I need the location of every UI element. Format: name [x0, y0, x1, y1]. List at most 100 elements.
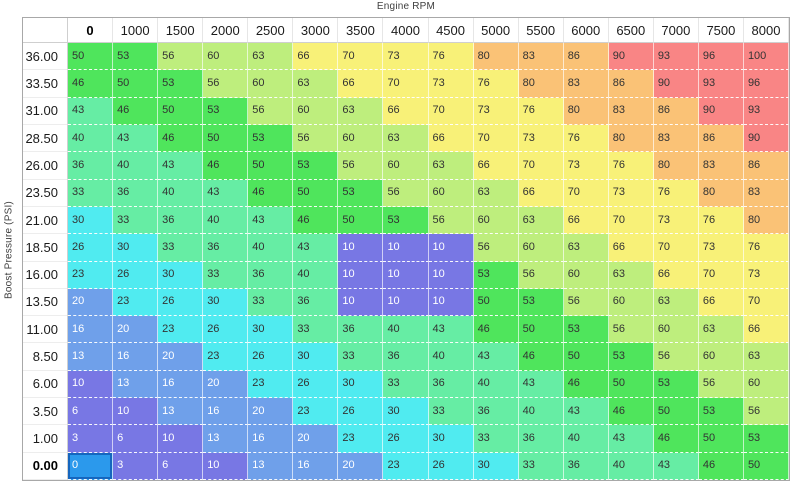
- cell-11.00-3500[interactable]: 36: [338, 316, 384, 344]
- cell-33.50-2000[interactable]: 56: [203, 70, 249, 98]
- cell-11.00-7000[interactable]: 60: [653, 316, 699, 344]
- cell-8.50-6500[interactable]: 53: [608, 343, 654, 371]
- cell-3.50-2000[interactable]: 16: [203, 398, 249, 426]
- cell-3.50-3500[interactable]: 26: [338, 398, 384, 426]
- cell-3.50-2500[interactable]: 20: [248, 398, 294, 426]
- row-header-18.50[interactable]: 18.50: [23, 234, 68, 262]
- cell-31.00-3500[interactable]: 63: [338, 97, 384, 125]
- cell-21.00-6500[interactable]: 70: [608, 206, 654, 235]
- column-header-5500[interactable]: 5500: [518, 18, 564, 43]
- cell-11.00-6500[interactable]: 56: [608, 316, 654, 344]
- cell-33.50-3500[interactable]: 66: [338, 70, 384, 98]
- cell-26.00-6500[interactable]: 76: [608, 152, 654, 180]
- row-header-33.50[interactable]: 33.50: [23, 70, 68, 98]
- cell-8.50-2500[interactable]: 26: [248, 343, 294, 371]
- cell-28.50-2500[interactable]: 53: [248, 124, 294, 153]
- cell-26.00-6000[interactable]: 73: [563, 152, 609, 180]
- cell-28.50-4000[interactable]: 63: [383, 124, 429, 153]
- cell-21.00-7000[interactable]: 73: [653, 206, 699, 235]
- cell-16.00-5500[interactable]: 56: [518, 261, 564, 289]
- cell-3.50-6500[interactable]: 46: [608, 398, 654, 426]
- cell-33.50-0[interactable]: 46: [68, 70, 114, 98]
- cell-36.00-6000[interactable]: 86: [563, 43, 609, 71]
- cell-6.00-1000[interactable]: 13: [113, 370, 159, 399]
- cell-36.00-4000[interactable]: 73: [383, 43, 429, 71]
- cell-16.00-6500[interactable]: 63: [608, 261, 654, 289]
- cell-8.50-7500[interactable]: 60: [698, 343, 744, 371]
- row-header-31.00[interactable]: 31.00: [23, 97, 68, 125]
- cell-28.50-5500[interactable]: 73: [518, 124, 564, 153]
- cell-31.00-3000[interactable]: 60: [293, 97, 339, 125]
- cell-21.00-0[interactable]: 30: [68, 206, 114, 235]
- column-header-2000[interactable]: 2000: [203, 18, 249, 43]
- column-header-5000[interactable]: 5000: [473, 18, 519, 43]
- cell-0.00-7500[interactable]: 46: [698, 452, 744, 480]
- cell-33.50-5000[interactable]: 76: [473, 70, 519, 98]
- cell-6.00-5000[interactable]: 40: [473, 370, 519, 399]
- cell-8.50-3000[interactable]: 30: [293, 343, 339, 371]
- cell-31.00-4000[interactable]: 66: [383, 97, 429, 125]
- cell-23.50-4500[interactable]: 60: [428, 179, 474, 207]
- cell-3.50-7500[interactable]: 53: [698, 398, 744, 426]
- cell-3.50-4000[interactable]: 30: [383, 398, 429, 426]
- cell-28.50-1500[interactable]: 46: [158, 124, 204, 153]
- cell-6.00-3000[interactable]: 26: [293, 370, 339, 399]
- cell-36.00-5500[interactable]: 83: [518, 43, 564, 71]
- row-header-28.50[interactable]: 28.50: [23, 124, 68, 153]
- cell-28.50-7500[interactable]: 86: [698, 124, 744, 153]
- cell-23.50-1500[interactable]: 40: [158, 179, 204, 207]
- cell-6.00-3500[interactable]: 30: [338, 370, 384, 399]
- column-header-4000[interactable]: 4000: [383, 18, 429, 43]
- cell-21.00-1500[interactable]: 36: [158, 206, 204, 235]
- cell-31.00-4500[interactable]: 70: [428, 97, 474, 125]
- cell-26.00-0[interactable]: 36: [68, 152, 114, 180]
- cell-31.00-2000[interactable]: 53: [203, 97, 249, 125]
- cell-21.00-5000[interactable]: 60: [473, 206, 519, 235]
- cell-13.50-1500[interactable]: 26: [158, 288, 204, 317]
- cell-6.00-2500[interactable]: 23: [248, 370, 294, 399]
- cell-13.50-2500[interactable]: 33: [248, 288, 294, 317]
- cell-1.00-4000[interactable]: 26: [383, 425, 429, 453]
- cell-28.50-4500[interactable]: 66: [428, 124, 474, 153]
- cell-6.00-4000[interactable]: 33: [383, 370, 429, 399]
- cell-21.00-3000[interactable]: 46: [293, 206, 339, 235]
- cell-8.50-1500[interactable]: 20: [158, 343, 204, 371]
- cell-28.50-1000[interactable]: 43: [113, 124, 159, 153]
- cell-23.50-4000[interactable]: 56: [383, 179, 429, 207]
- cell-33.50-7000[interactable]: 90: [653, 70, 699, 98]
- cell-11.00-5000[interactable]: 46: [473, 316, 519, 344]
- cell-21.00-8000[interactable]: 80: [743, 206, 789, 235]
- cell-31.00-6000[interactable]: 80: [563, 97, 609, 125]
- cell-18.50-6000[interactable]: 63: [563, 234, 609, 262]
- cell-13.50-0[interactable]: 20: [68, 288, 114, 317]
- cell-3.50-5000[interactable]: 36: [473, 398, 519, 426]
- cell-6.00-6000[interactable]: 46: [563, 370, 609, 399]
- cell-1.00-2000[interactable]: 13: [203, 425, 249, 453]
- cell-11.00-4000[interactable]: 40: [383, 316, 429, 344]
- cell-33.50-3000[interactable]: 63: [293, 70, 339, 98]
- column-header-3000[interactable]: 3000: [293, 18, 339, 43]
- cell-26.00-4000[interactable]: 60: [383, 152, 429, 180]
- cell-33.50-1500[interactable]: 53: [158, 70, 204, 98]
- column-header-4500[interactable]: 4500: [428, 18, 474, 43]
- cell-1.00-3000[interactable]: 20: [293, 425, 339, 453]
- cell-31.00-8000[interactable]: 93: [743, 97, 789, 125]
- cell-0.00-6500[interactable]: 40: [608, 452, 654, 480]
- cell-26.00-2000[interactable]: 46: [203, 152, 249, 180]
- cell-13.50-2000[interactable]: 30: [203, 288, 249, 317]
- cell-23.50-7500[interactable]: 80: [698, 179, 744, 207]
- cell-8.50-1000[interactable]: 16: [113, 343, 159, 371]
- cell-21.00-7500[interactable]: 76: [698, 206, 744, 235]
- cell-16.00-3000[interactable]: 40: [293, 261, 339, 289]
- cell-26.00-1000[interactable]: 40: [113, 152, 159, 180]
- cell-36.00-1500[interactable]: 56: [158, 43, 204, 71]
- cell-18.50-3000[interactable]: 43: [293, 234, 339, 262]
- cell-8.50-4500[interactable]: 40: [428, 343, 474, 371]
- cell-3.50-8000[interactable]: 56: [743, 398, 789, 426]
- cell-3.50-6000[interactable]: 43: [563, 398, 609, 426]
- cell-23.50-6000[interactable]: 70: [563, 179, 609, 207]
- cell-28.50-0[interactable]: 40: [68, 124, 114, 153]
- cell-18.50-2000[interactable]: 36: [203, 234, 249, 262]
- cell-16.00-2500[interactable]: 36: [248, 261, 294, 289]
- cell-11.00-2500[interactable]: 30: [248, 316, 294, 344]
